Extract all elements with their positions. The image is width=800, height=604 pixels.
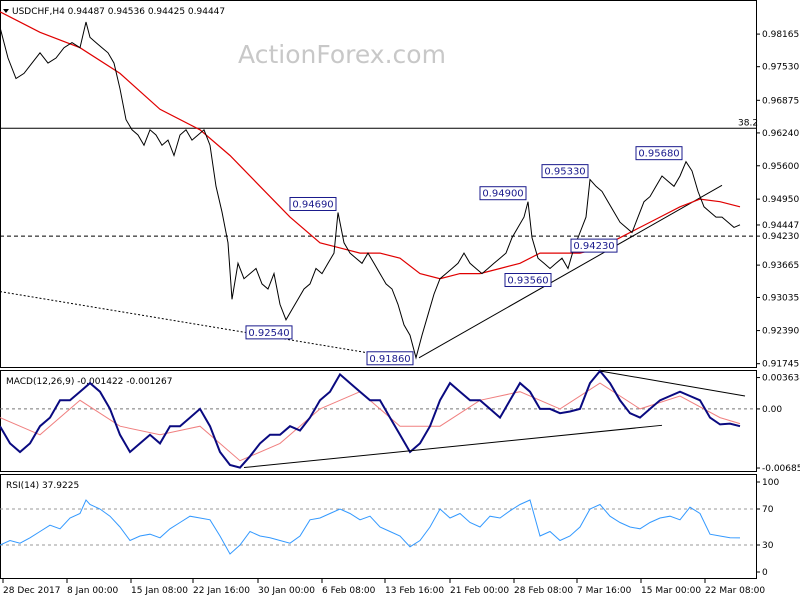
x-axis-tick-label: 7 Mar 16:00 [577, 586, 632, 596]
price-annotation-box [366, 351, 414, 366]
price-axis-tick-label: 0.98165 [762, 30, 799, 40]
price-axis-tick-label: 0.96240 [762, 129, 799, 139]
price-marker-bg [757, 230, 800, 243]
fib-level-label: 38.2 [738, 118, 758, 128]
price-marker-label: 0.94230 [762, 232, 799, 242]
price-annotation-label: 0.94230 [573, 241, 614, 252]
price-axis-tick-label: 0.94950 [762, 195, 799, 205]
price-annotation-box [479, 186, 527, 201]
dropdown-arrow-icon[interactable] [3, 9, 9, 13]
macd-trendline [599, 370, 746, 397]
price-trendline [0, 291, 371, 354]
x-axis-tick-label: 13 Feb 16:00 [385, 586, 444, 596]
price-annotation-label: 0.91860 [369, 354, 410, 365]
macd-line [0, 369, 741, 469]
x-axis-tick-label: 21 Feb 00:00 [450, 586, 509, 596]
price-axis-tick-label: 0.92390 [762, 327, 799, 337]
x-axis-tick-label: 15 Jan 08:00 [131, 586, 188, 596]
macd-trendline [243, 424, 663, 469]
x-axis-tick-label: 28 Dec 2017 [3, 586, 61, 596]
price-axis-tick-label: 0.91745 [762, 360, 799, 370]
x-axis-tick-label: 22 Mar 08:00 [705, 586, 765, 596]
macd-axis-tick-label: 0.00 [762, 405, 782, 415]
x-axis-tick-label: 30 Jan 00:00 [258, 586, 315, 596]
price-annotation-box [504, 273, 552, 288]
price-annotation-label: 0.94900 [482, 189, 523, 200]
rsi-panel: 100 70 30 0 [0, 478, 779, 578]
price-annotation-label: 0.92540 [248, 328, 289, 339]
price-axis-tick-label: 0.93665 [762, 261, 799, 271]
macd-signal-line [0, 382, 741, 462]
x-axis-tick-label: 22 Jan 16:00 [193, 586, 250, 596]
x-axis-tick-label: 15 Mar 00:00 [641, 586, 701, 596]
price-header: USDCHF,H4 0.94487 0.94536 0.94425 0.9444… [12, 7, 225, 17]
rsi-axis-tick-label: 100 [762, 478, 779, 488]
price-axis-tick-label: 0.95600 [762, 162, 799, 172]
macd-axis-tick-label: 0.003638 [762, 374, 800, 384]
rsi-axis-tick-label: 0 [762, 568, 768, 578]
price-panel: 38.2 0.94690 0.92540 0.91860 0.94900 0.95330 0… [0, 11, 800, 370]
price-annotation-box [245, 325, 293, 340]
rsi-axis-tick-label: 30 [762, 541, 774, 551]
price-annotation-label: 0.93560 [507, 276, 548, 287]
macd-panel: 0.003638 0.00 -0.006855 [0, 369, 800, 474]
price-annotation-label: 0.95330 [544, 167, 585, 178]
rsi-line [0, 499, 741, 555]
price-marker-bg [757, 218, 800, 231]
price-annotation-box [570, 238, 618, 253]
price-panel-frame [0, 0, 757, 368]
price-annotation-box [541, 164, 589, 179]
macd-axis-tick-label: -0.006855 [762, 464, 800, 474]
price-line [0, 21, 741, 360]
x-axis: 28 Dec 2017 8 Jan 00:00 15 Jan 08:00 22 Jan… [2, 579, 765, 596]
price-axis-tick-label: 0.96875 [762, 96, 799, 106]
price-axis-tick-label: 0.97530 [762, 63, 799, 73]
price-annotation-label: 0.94690 [292, 199, 333, 210]
macd-panel-frame [0, 370, 757, 472]
price-marker-label: 0.94447 [762, 221, 799, 231]
price-annotation-label: 0.95680 [638, 149, 679, 160]
x-axis-tick-label: 6 Feb 08:00 [322, 586, 376, 596]
price-annotation-box [635, 146, 683, 161]
x-axis-tick-label: 8 Jan 00:00 [67, 586, 119, 596]
price-annotation-box [289, 196, 337, 211]
price-axis-tick-label: 0.93035 [762, 293, 799, 303]
rsi-panel-frame [0, 474, 757, 579]
watermark: ActionForex.com [238, 40, 446, 69]
macd-header: MACD(12,26,9) -0.001422 -0.001267 [6, 377, 172, 387]
rsi-header: RSI(14) 37.9225 [6, 481, 79, 491]
price-trendline [418, 184, 723, 359]
x-axis-tick-label: 28 Feb 08:00 [514, 586, 573, 596]
rsi-axis-tick-label: 70 [762, 505, 774, 515]
